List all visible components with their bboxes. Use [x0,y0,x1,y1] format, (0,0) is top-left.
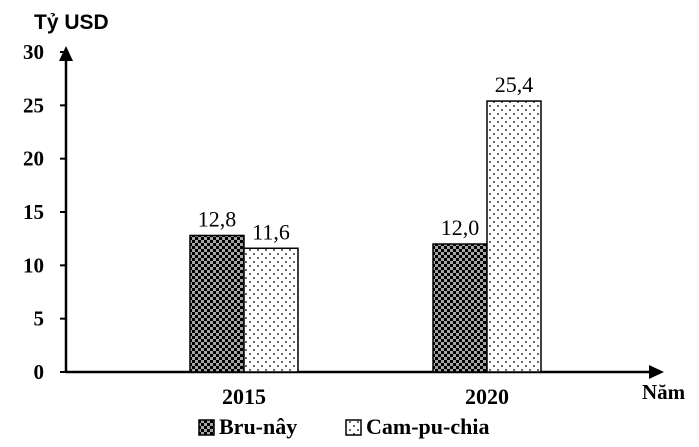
y-tick-label: 0 [34,360,45,384]
bars-group [189,100,542,373]
y-tick-label: 20 [23,147,44,171]
y-tick-label: 10 [23,253,44,277]
legend-swatch-cam-pu-chia [345,419,362,436]
category-labels-group: 2015 2020 [222,384,509,409]
bar-bru-nay-2020 [432,243,488,373]
legend: Bru-nây Cam-pu-chia [198,414,489,439]
bar-cam-pu-chia-2015 [243,247,299,373]
value-labels-group: 12,8 11,6 12,0 25,4 [198,72,534,244]
y-tick-label: 30 [23,40,44,64]
y-axis-ticks: 0 5 10 15 20 25 30 [23,40,66,384]
value-label: 12,8 [198,206,237,231]
y-axis-title: Tỷ USD [34,11,109,34]
x-category-label: 2015 [222,384,266,409]
y-axis-arrow [59,46,73,61]
legend-label-cam-pu-chia: Cam-pu-chia [366,414,489,439]
y-tick-label: 5 [34,307,45,331]
bar-cam-pu-chia-2020 [486,100,542,373]
y-tick-label: 25 [23,93,44,117]
value-label: 12,0 [441,215,480,240]
y-tick-label: 15 [23,200,44,224]
value-label: 25,4 [495,72,534,97]
legend-label-bru-nay: Bru-nây [219,414,297,439]
legend-swatch-bru-nay [198,419,215,436]
value-label: 11,6 [252,219,290,244]
x-axis-arrow [649,365,664,379]
bar-bru-nay-2015 [189,234,245,373]
x-category-label: 2020 [465,384,509,409]
x-axis-title: Năm [642,380,686,404]
